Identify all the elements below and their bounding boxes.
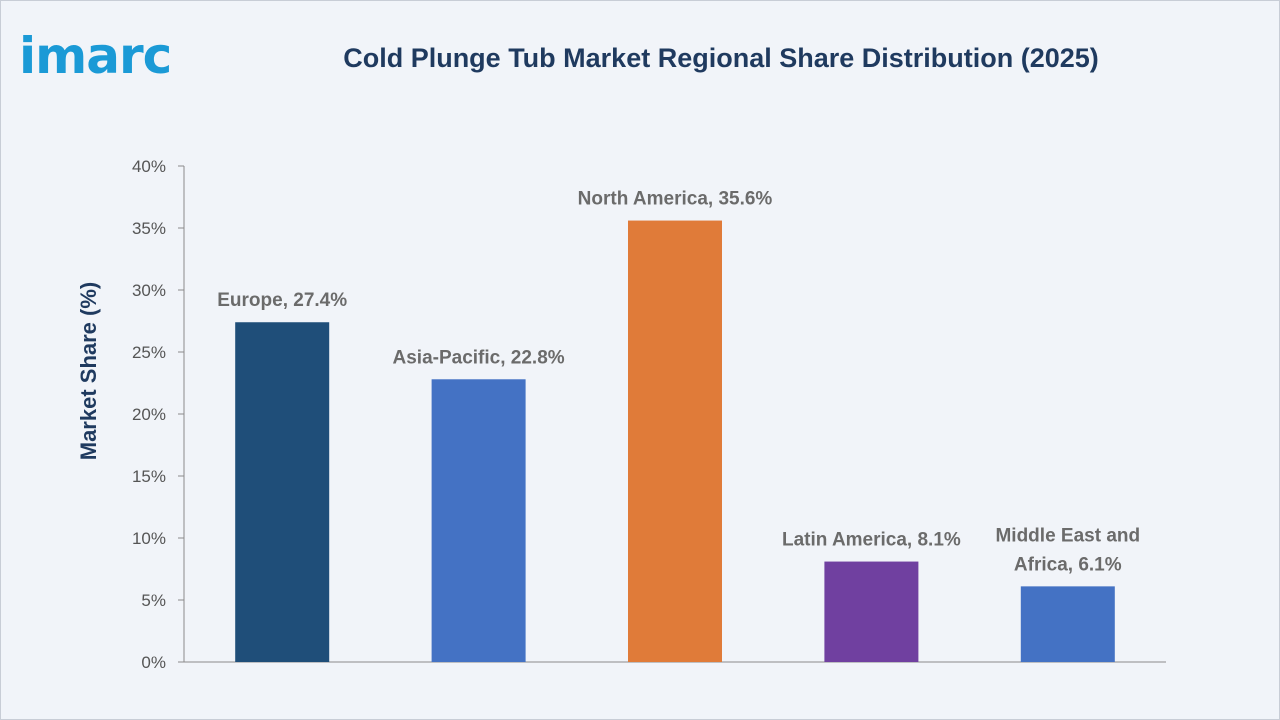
y-tick-label: 10%: [132, 529, 166, 548]
bar-asia-pacific: [431, 379, 526, 662]
y-tick-label: 40%: [132, 157, 166, 176]
data-label: North America, 35.6%: [578, 189, 773, 210]
bar-latin-america: [824, 561, 919, 662]
bar-middle-east-and-africa: [1020, 586, 1115, 662]
bar-europe: [235, 322, 330, 662]
data-label: Europe, 27.4%: [217, 290, 347, 311]
y-tick-label: 5%: [141, 591, 166, 610]
data-label: Latin America, 8.1%: [782, 530, 961, 551]
chart-title: Cold Plunge Tub Market Regional Share Di…: [343, 43, 1099, 73]
imarc-logo: imarc: [19, 27, 172, 85]
data-label: Middle East and: [995, 525, 1140, 546]
data-label: Asia-Pacific, 22.8%: [393, 347, 565, 368]
y-tick-label: 35%: [132, 219, 166, 238]
y-tick-label: 15%: [132, 467, 166, 486]
bar-north-america: [628, 220, 722, 662]
y-tick-label: 0%: [141, 653, 166, 672]
data-label: Africa, 6.1%: [1014, 554, 1122, 575]
y-tick-label: 30%: [132, 281, 166, 300]
y-tick-label: 25%: [132, 343, 166, 362]
y-tick-label: 20%: [132, 405, 166, 424]
